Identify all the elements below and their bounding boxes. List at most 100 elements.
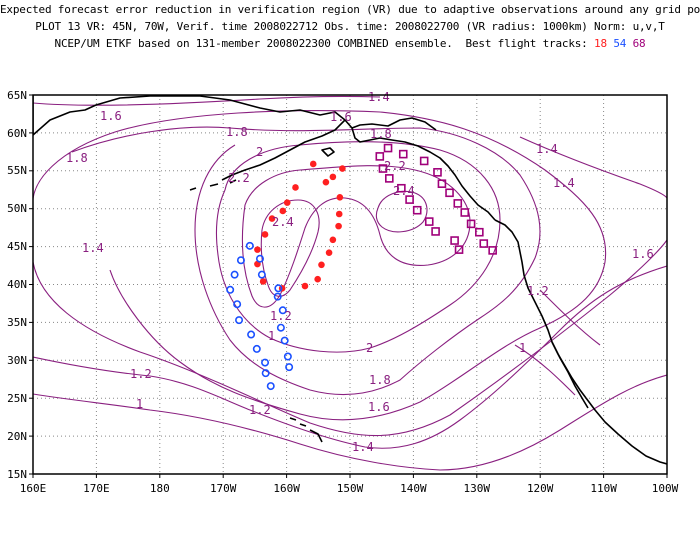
contour-1-6-north	[33, 95, 381, 106]
track-68-point	[385, 174, 394, 183]
track-68-point	[445, 188, 454, 198]
track-68-point	[453, 199, 463, 208]
track-54-point	[255, 254, 264, 263]
track-68-point	[475, 227, 484, 237]
y-tick-label: 65N	[7, 89, 27, 102]
contour-1-2-west	[33, 265, 667, 449]
contour-label: 1	[136, 397, 143, 411]
contour-label: 1	[519, 341, 526, 355]
track-18-point	[335, 222, 342, 230]
contour-label: 1.8	[370, 127, 392, 141]
coast-alaska-north	[33, 95, 437, 136]
contour-lines	[33, 95, 667, 471]
contour-1-4-east	[519, 136, 667, 199]
x-tick-label: 160E	[20, 482, 47, 495]
track-54-point	[233, 300, 242, 309]
contour-label: 2.4	[393, 184, 415, 198]
coast-mexico	[585, 397, 667, 465]
track-68-point	[450, 236, 459, 245]
contour-1-south	[33, 374, 667, 471]
island-kodiak	[321, 147, 335, 157]
track-id-red: 18	[594, 37, 607, 50]
coast-alaska-peninsula	[221, 119, 346, 181]
track-68-point	[431, 227, 440, 236]
y-tick-label: 25N	[7, 392, 27, 405]
track-68-point	[488, 246, 497, 255]
contour-1-4-large	[33, 239, 667, 437]
track-18-point	[268, 215, 276, 222]
coast-baja	[551, 341, 589, 409]
track-68-point	[375, 152, 385, 161]
track-18-point	[283, 199, 291, 206]
track-68-point	[437, 179, 447, 188]
contour-label: 1.4	[368, 90, 390, 104]
title-line-1: Expected forecast error reduction in ver…	[0, 3, 700, 16]
track-68-point	[397, 183, 406, 193]
track-18-point	[339, 165, 346, 172]
track-54-point	[266, 382, 275, 391]
track-54-point	[235, 316, 244, 325]
contour-label: 1.4	[352, 440, 374, 454]
track-18-point	[292, 184, 299, 191]
contour-2	[215, 141, 501, 353]
contour-label: 1.4	[82, 241, 104, 255]
contour-label: 1.8	[226, 125, 248, 139]
coast-gulf-of-alaska	[351, 127, 496, 221]
contour-label: 1	[268, 329, 275, 343]
track-18-point	[322, 178, 330, 186]
track-18-point	[279, 207, 287, 215]
track-68-point	[398, 149, 408, 159]
track-18-point	[261, 231, 269, 238]
y-tick-label: 15N	[7, 468, 27, 481]
track-18-point	[329, 236, 337, 244]
y-tick-label: 30N	[7, 354, 27, 367]
track-68-point	[424, 217, 434, 226]
x-tick-label: 180	[150, 482, 170, 495]
track-68-point	[460, 208, 470, 217]
contour-label: 1.4	[553, 176, 575, 190]
contour-label: 2	[366, 341, 373, 355]
track-18-point	[318, 261, 325, 269]
track-id-blue: 54	[613, 37, 627, 50]
contour-label: 1.6	[330, 110, 352, 124]
title-line-2: PLOT 13 VR: 45N, 70W, Verif. time 200802…	[35, 20, 665, 33]
track-id-purple: 68	[632, 37, 646, 50]
contour-labels: 1.6 1.6 1.4 1.8 1.8 1.8 2 2.2 2.2 2.4 2.…	[66, 90, 654, 454]
track-18-point	[309, 160, 317, 168]
track-18-point	[259, 278, 267, 285]
contour-2-2	[241, 165, 471, 308]
contour-label: 1.2	[130, 367, 152, 381]
contour-2-4	[260, 199, 320, 297]
track-68-point	[419, 156, 429, 166]
grid-lines	[33, 95, 667, 474]
contour-1-2-east	[539, 289, 601, 346]
contour-label: 1.8	[369, 373, 391, 387]
track-54-point	[230, 270, 239, 279]
track-54-point	[247, 330, 256, 339]
island-hawaii	[289, 417, 323, 443]
track-18-point	[301, 282, 309, 290]
flight-tracks	[226, 143, 497, 391]
contour-label: 1.6	[100, 109, 122, 123]
y-tick-label: 50N	[7, 202, 27, 215]
track-54-point	[257, 270, 266, 279]
track-54-point	[283, 352, 292, 361]
track-54-point	[261, 369, 270, 378]
contour-label: 1.6	[368, 400, 390, 414]
contour-label: 2.4	[272, 215, 294, 229]
track-68-point	[378, 164, 388, 173]
x-tick-label: 150W	[337, 482, 364, 495]
y-tick-label: 35N	[7, 316, 27, 329]
x-tick-label: 170W	[210, 482, 237, 495]
track-54-point	[285, 363, 294, 372]
contour-1-east	[514, 344, 576, 396]
track-18-point	[325, 249, 333, 256]
y-axis-labels: 15N 20N 25N 30N 35N 40N 45N 50N 55N 60N …	[7, 89, 27, 481]
track-18-point	[314, 275, 321, 283]
y-tick-label: 55N	[7, 164, 27, 177]
track-54-point	[280, 336, 289, 345]
y-tick-label: 45N	[7, 240, 27, 253]
track-18-point	[254, 246, 261, 253]
track-18-point	[335, 210, 343, 218]
